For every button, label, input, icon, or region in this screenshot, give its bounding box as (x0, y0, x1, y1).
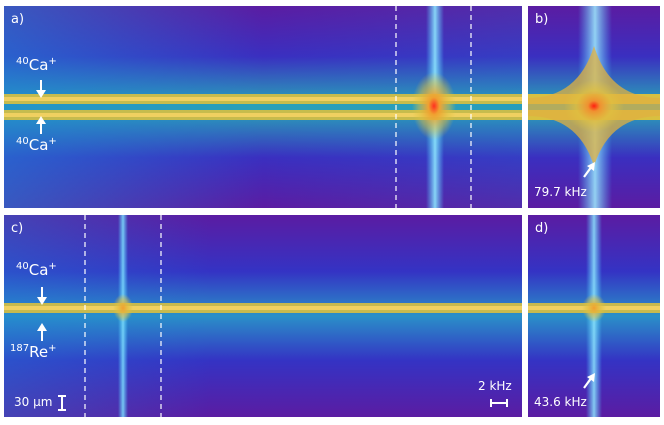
panel-d-image (528, 215, 660, 417)
ion-label-a-top: 40Ca+ (16, 56, 57, 74)
ion-label-c-bottom: 187Re+ (10, 343, 57, 361)
arrow-down-icon (37, 287, 47, 305)
frequency-scale-label: 2 kHz (478, 379, 512, 393)
space-scale-bar (58, 395, 66, 411)
panel-a: a) 40Ca+ 40Ca+ (4, 6, 522, 208)
ion-label-c-top: 40Ca+ (16, 261, 57, 279)
panel-a-label: a) (11, 12, 25, 27)
frequency-label-d: 43.6 kHz (534, 395, 587, 409)
frequency-label-b: 79.7 kHz (534, 185, 587, 199)
frequency-scale-bar (490, 399, 508, 407)
panel-b-label: b) (535, 12, 549, 27)
space-scale-label: 30 μm (14, 395, 53, 409)
panel-c: c) 40Ca+ 187Re+ 30 μm 2 kHz (4, 215, 522, 417)
panel-b: b) 79.7 kHz (528, 6, 660, 208)
arrow-diagonal-icon (583, 373, 595, 389)
panel-d-label: d) (535, 221, 549, 236)
panel-d: d) 43.6 kHz (528, 215, 660, 417)
panel-b-image (528, 6, 660, 208)
panel-c-image (4, 215, 522, 417)
arrow-up-icon (37, 323, 47, 341)
arrow-diagonal-icon (583, 162, 595, 178)
panel-c-label: c) (11, 221, 24, 236)
ion-label-a-bottom: 40Ca+ (16, 136, 57, 154)
arrow-up-icon (36, 116, 46, 134)
arrow-down-icon (36, 80, 46, 98)
panel-a-image (4, 6, 522, 208)
